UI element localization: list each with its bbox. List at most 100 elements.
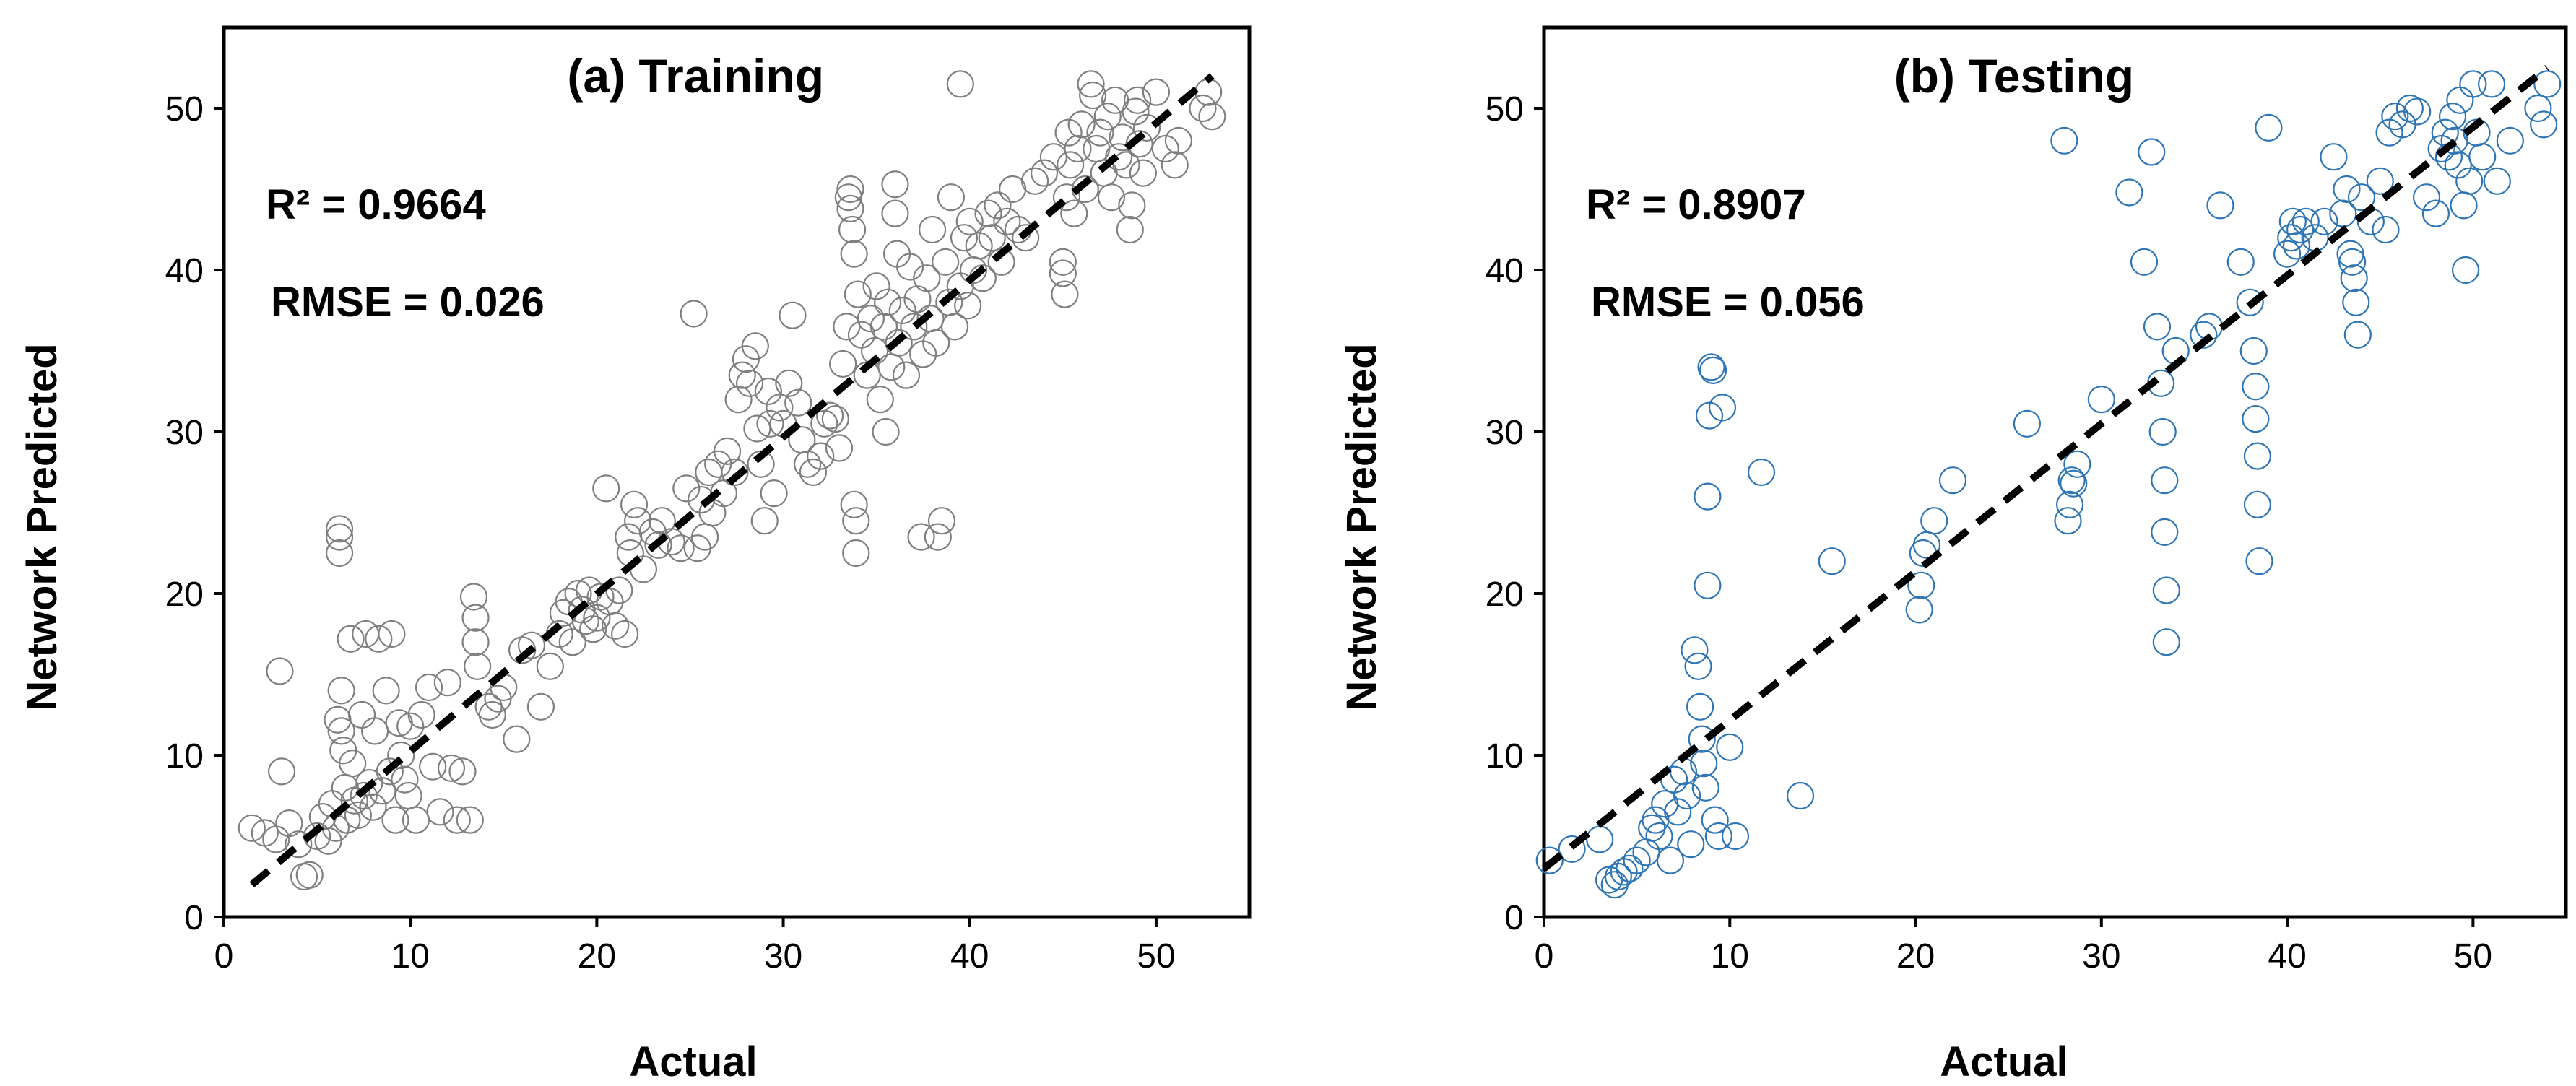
training-y-tick-label: 30 [165,414,204,452]
testing-y-tick-label: 0 [1504,899,1524,937]
training-data-point [954,292,982,320]
training-data-point [775,369,803,397]
training-data-point [1161,151,1189,179]
training-x-tick-label: 50 [1137,937,1175,976]
testing-data-point [1716,733,1744,761]
training-data-point [624,507,652,535]
training-rmse-label: RMSE = 0.026 [271,279,545,326]
testing-data-point [2427,134,2455,163]
training-data-point [888,296,916,325]
training-data-point [872,417,900,446]
testing-data-point [1704,822,1732,851]
training-data-point [833,313,861,341]
testing-data-point [1677,830,1705,859]
testing-data-point [2138,138,2166,166]
testing-data-point [1690,750,1718,778]
training-data-point [327,717,355,745]
training-data-point [1012,224,1040,252]
testing-data-point [2375,118,2403,147]
training-data-point [295,861,324,889]
testing-data-point [1664,798,1692,826]
training-data-point [955,207,984,235]
training-data-point [940,313,969,341]
training-data-point [978,224,1006,252]
testing-data-point [2403,97,2432,126]
training-data-point [1086,118,1114,147]
training-data-point [266,657,294,685]
testing-data-point [1697,353,1725,381]
testing-data-point [1721,822,1750,851]
testing-y-tick-label: 50 [1486,90,1524,129]
training-data-point [946,70,974,98]
testing-data-point [2412,183,2441,212]
training-data-point [368,777,396,805]
training-data-point [937,183,966,212]
testing-data-point [1920,507,1948,535]
training-data-point [844,280,872,308]
testing-data-point [1786,781,1815,810]
testing-data-point [2057,466,2086,495]
testing-data-point [1535,846,1564,874]
training-data-point [885,329,913,357]
training-data-point [378,620,406,648]
training-data-point [448,757,477,786]
training-data-point [365,625,393,653]
training-data-point [344,801,372,829]
training-data-point [1067,110,1096,139]
training-data-point [1189,94,1217,123]
training-data-point [437,754,466,783]
training-data-point [372,677,400,705]
testing-data-point [2152,576,2180,604]
training-data-point [779,301,807,329]
testing-data-point [2151,466,2179,495]
training-x-tick-label: 30 [764,937,802,976]
training-data-point [610,620,639,648]
testing-data-point [2063,450,2091,478]
testing-data-point [1645,822,1673,851]
training-data-point [866,386,894,414]
testing-data-point [2338,248,2367,276]
training-data-point [1054,118,1083,147]
testing-data-point [2255,113,2283,142]
training-data-point [721,458,749,487]
training-data-point [314,827,342,855]
training-data-point [724,386,753,414]
training-data-point [993,207,1021,235]
testing-chart-title: (b) Testing [1894,49,2134,103]
training-data-point [1142,78,1171,106]
training-data-point [672,474,701,503]
training-y-tick-label: 40 [165,252,204,290]
testing-data-point [1905,596,1933,624]
training-data-point [913,264,941,292]
training-data-point [713,437,742,465]
testing-r2-label: R² = 0.8907 [1586,181,1806,228]
testing-data-point [2320,143,2348,171]
training-data-point [391,765,419,794]
training-data-point [821,404,849,433]
training-data-point [747,450,775,478]
training-data-point [735,369,764,397]
training-data-point [1057,151,1085,179]
testing-data-point [1688,725,1716,753]
training-data-point [456,806,484,834]
training-x-tick-label: 40 [950,937,989,976]
training-plot-area: 0 10 20 30 40 50 0 10 20 30 40 50 (a) Training R² = 0… [165,25,1252,976]
testing-data-point [2278,207,2307,235]
training-data-point [869,313,898,341]
training-data-point [464,652,492,680]
testing-data-point [2115,178,2143,207]
testing-data-point [2060,469,2088,498]
training-data-point [1049,259,1077,287]
training-y-tick-label: 10 [165,737,204,776]
training-data-point [503,725,531,753]
training-data-point [461,604,490,632]
testing-data-point [1747,458,1776,487]
testing-data-point [2239,336,2268,365]
training-data-point [1077,70,1105,98]
testing-data-point [2236,288,2264,316]
testing-data-point [1684,652,1712,680]
testing-data-point [2243,490,2272,518]
testing-data-point [1691,773,1719,802]
training-data-point [285,830,313,859]
training-data-point [932,248,960,276]
